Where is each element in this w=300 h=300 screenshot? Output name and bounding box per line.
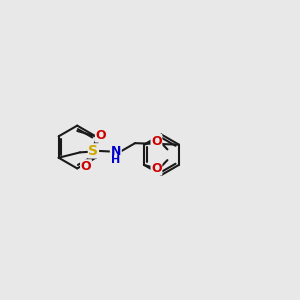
Text: O: O xyxy=(151,135,162,148)
Text: S: S xyxy=(88,144,98,158)
Text: O: O xyxy=(81,160,91,173)
Text: O: O xyxy=(151,162,162,175)
Text: H: H xyxy=(111,155,120,165)
Text: O: O xyxy=(95,129,106,142)
Text: N: N xyxy=(110,145,121,158)
Text: N: N xyxy=(110,145,121,158)
